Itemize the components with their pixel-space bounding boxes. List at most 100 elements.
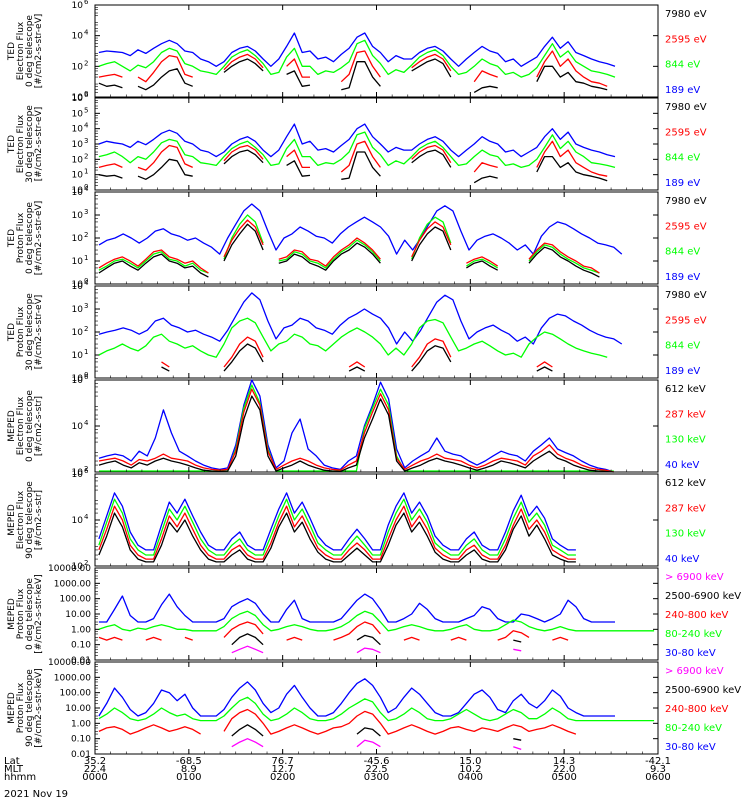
series-line-green <box>98 498 576 556</box>
y-axis-label-line: MEPED <box>7 410 17 442</box>
series-line-red <box>98 50 608 87</box>
x-tick-label: 0300 <box>364 772 389 783</box>
legend-label: 844 eV <box>665 247 700 258</box>
y-tick-exponent: 4 <box>84 513 89 521</box>
y-tick-exponent: 6 <box>84 91 89 99</box>
x-tick-label: -42.1 <box>645 756 671 767</box>
y-tick-exponent: 1 <box>84 348 88 356</box>
panel-frame <box>94 473 659 567</box>
y-tick-label: 10 <box>72 516 84 526</box>
y-axis-label-line: Proton Flux <box>16 682 26 733</box>
y-axis-label-line: 90 deg telescope <box>25 669 35 747</box>
y-axis-label-line: [#/cm2-s-str] <box>34 396 44 456</box>
legend-label: 287 keV <box>665 503 706 514</box>
series-line-black <box>98 512 576 563</box>
y-axis-label-line: MEPED <box>7 692 17 724</box>
y-axis-label-line: [#/cm2-s-str-eV] <box>34 107 44 182</box>
y-axis-label-line: 0 deg telescope <box>25 15 35 87</box>
y-tick-label: 10 <box>72 140 84 150</box>
y-tick-label: 0.01 <box>71 656 91 666</box>
series-line-blue <box>98 292 623 345</box>
y-axis-label-line: TED <box>7 42 17 61</box>
y-tick-label: 1000.00 <box>54 579 91 589</box>
series-line-black <box>231 724 522 741</box>
series-line-red <box>98 505 576 560</box>
y-axis-label-line: 0 deg telescope <box>25 390 35 462</box>
series-line-red <box>98 219 600 274</box>
series-line-green <box>99 384 614 472</box>
legend-label: 40 keV <box>665 554 699 565</box>
legend-label: 612 keV <box>665 478 706 489</box>
series-line-green <box>98 39 616 78</box>
y-axis-label-line: MEPED <box>7 504 17 536</box>
y-tick-label: 10 <box>72 32 84 42</box>
y-tick-exponent: 4 <box>84 419 89 427</box>
y-tick-label: 0.10 <box>71 641 91 651</box>
y-tick-label: 10 <box>72 470 84 480</box>
legend-label: 7980 eV <box>665 196 707 207</box>
y-tick-label: 10 <box>72 171 84 181</box>
y-axis-label-line: TED <box>7 135 17 154</box>
y-tick-exponent: 6 <box>84 373 89 381</box>
y-tick-label: 0.01 <box>71 750 91 760</box>
y-tick-label: 10 <box>72 94 84 104</box>
x-tick-label: 10.2 <box>459 764 481 775</box>
legend-label: 2595 eV <box>665 315 707 326</box>
y-tick-exponent: 2 <box>84 325 88 333</box>
legend-label: 2595 eV <box>665 127 707 138</box>
legend-label: 189 eV <box>665 85 700 96</box>
y-axis-label-line: [#/cm2-s-str-eV] <box>34 295 44 370</box>
y-tick-label: 1.00 <box>71 625 91 635</box>
series-line-blue <box>98 492 576 551</box>
y-tick-label: 10.00 <box>65 610 91 620</box>
x-tick-label: 0200 <box>270 772 295 783</box>
series-line-green <box>98 131 616 169</box>
x-tick-label: 0600 <box>645 772 670 783</box>
y-tick-label: 10 <box>72 351 84 361</box>
series-line-blue <box>98 123 616 158</box>
y-axis-label-line: Electron Flux <box>16 21 26 80</box>
series-line-green <box>98 317 608 358</box>
y-tick-exponent: 0 <box>84 90 88 98</box>
y-tick-exponent: 2 <box>84 59 88 67</box>
date-label: 2021 Nov 19 <box>4 789 68 800</box>
y-tick-label: 10 <box>72 422 84 432</box>
y-axis-label-line: 0 deg telescope <box>25 578 35 650</box>
x-tick-label: 8.9 <box>181 764 197 775</box>
series-line-red <box>98 708 577 735</box>
legend-label: 130 keV <box>665 435 706 446</box>
y-axis-label-line: [#/cm2-s-str] <box>34 490 44 550</box>
series-line-black <box>98 58 608 93</box>
legend-label: 30-80 keV <box>665 742 716 753</box>
x-tick-label: -68.5 <box>176 756 202 767</box>
y-tick-label: 10 <box>72 562 84 572</box>
y-tick-exponent: 2 <box>84 465 88 473</box>
y-axis-label-line: TED <box>7 229 17 248</box>
series-line-blue <box>98 379 614 473</box>
series-line-red <box>98 621 569 641</box>
series-line-blue <box>98 593 615 623</box>
y-axis-label-line: Electron Flux <box>16 114 26 173</box>
legend-label: 80-240 keV <box>665 723 722 734</box>
x-tick-label: 0400 <box>458 772 483 783</box>
x-tick-label: 0100 <box>176 772 201 783</box>
panel-frame <box>94 285 659 379</box>
legend-label: 80-240 keV <box>665 629 722 640</box>
series-line-green <box>98 214 600 274</box>
y-tick-exponent: 3 <box>84 137 88 145</box>
y-tick-exponent: 0 <box>84 277 88 285</box>
series-line-black <box>98 223 600 278</box>
y-tick-label: 0.10 <box>71 735 91 745</box>
y-tick-label: 10 <box>72 376 84 386</box>
series-line-magenta <box>231 738 522 751</box>
y-axis-label-line: [#/cm2-s-str-keV] <box>34 574 44 653</box>
y-tick-exponent: 2 <box>84 152 88 160</box>
y-axis-label-line: [#/cm2-s-str-eV] <box>34 201 44 276</box>
series-line-blue <box>98 32 616 67</box>
y-axis-label-line: [#/cm2-s-str-eV] <box>34 14 44 89</box>
legend-label: 189 eV <box>665 178 700 189</box>
legend-label: 240-800 keV <box>665 610 729 621</box>
y-axis-label-line: Electron Flux <box>16 396 26 455</box>
series-line-black <box>161 343 553 372</box>
